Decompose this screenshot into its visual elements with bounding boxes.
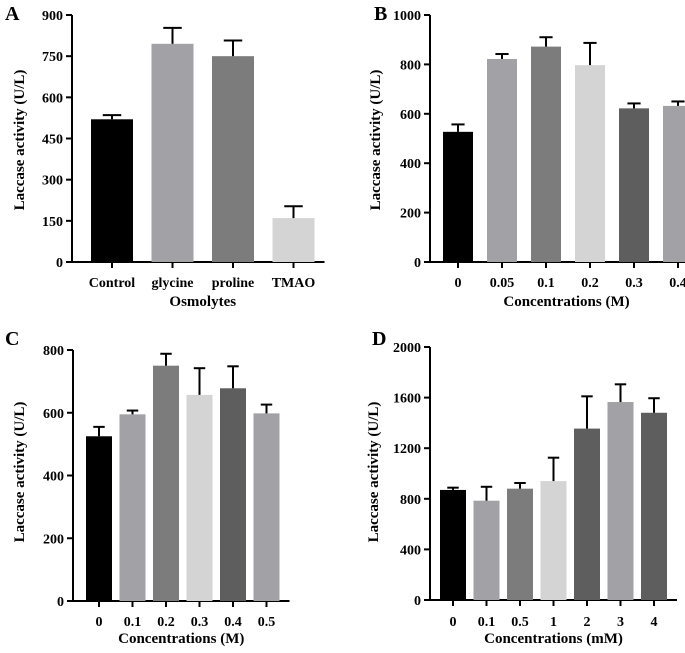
bar-0.1: [473, 500, 500, 600]
y-tick-label: 900: [42, 9, 63, 24]
panel-c: C 0 200 400 600 800 Laccase activity (U/L) 0 0.1…: [5, 328, 290, 647]
x-axis-label: Concentrations (M): [503, 294, 629, 310]
bar-0: [86, 436, 112, 601]
bar-3: [607, 402, 634, 600]
y-axis-label: Laccase activity (U/L): [368, 70, 384, 211]
panel-label: C: [5, 328, 19, 350]
panel-label: B: [374, 3, 387, 25]
bar-0.1: [119, 414, 146, 601]
x-tick-label: 0: [450, 615, 457, 630]
y-tick-label: 0: [414, 594, 421, 609]
y-tick-label: 0: [57, 595, 64, 610]
y-tick-label: 0: [56, 256, 63, 271]
bar-4: [641, 412, 667, 600]
y-tick-label: 2000: [393, 341, 421, 356]
y-tick-label: 1000: [393, 9, 421, 24]
x-tick-label: 1: [550, 615, 557, 630]
x-axis-label: Osmolytes: [169, 294, 236, 310]
panel-b: B 0 200 400 600 800 1000 Laccase activity (U/L)…: [368, 3, 685, 310]
y-tick-label: 1200: [393, 442, 421, 457]
y-tick-label: 800: [400, 58, 421, 73]
panel-label: D: [372, 328, 386, 350]
y-tick-label: 400: [43, 470, 64, 485]
panel-d: D 0 400 800 1200 1600 2000 Laccase activity (U/…: [366, 328, 677, 647]
bar-0.2: [153, 365, 179, 601]
bar-TMAO: [272, 218, 315, 262]
bar-0.5: [253, 413, 280, 601]
y-tick-label: 800: [43, 344, 64, 359]
bar-0.4: [663, 105, 685, 262]
panel-label: A: [5, 3, 20, 25]
x-tick-label: 0.4: [224, 615, 242, 630]
bar-0.4: [220, 388, 246, 601]
y-tick-label: 300: [42, 174, 63, 189]
bar-0.5: [507, 488, 533, 600]
x-tick-label: 0.05: [490, 276, 515, 291]
y-tick-label: 1600: [393, 392, 421, 407]
x-tick-label: 0.5: [258, 615, 276, 630]
x-tick-label: glycine: [152, 276, 194, 291]
bar-0.1: [531, 46, 561, 263]
y-axis-label: Laccase activity (U/L): [12, 402, 28, 543]
y-tick-label: 200: [400, 207, 421, 222]
x-tick-label: 0.5: [511, 615, 529, 630]
y-tick-label: 600: [43, 407, 64, 422]
y-tick-label: 600: [42, 91, 63, 106]
y-tick-label: 200: [43, 532, 64, 547]
bar-glycine: [151, 43, 194, 262]
bar-0.3: [186, 394, 213, 601]
bar-0: [443, 131, 473, 262]
panel-a: A 0 150 300 450 600 750 900 Laccase activity (U/…: [5, 3, 325, 310]
y-tick-label: 800: [400, 493, 421, 508]
x-axis-label: Concentrations (M): [118, 631, 244, 647]
x-tick-label: 0.1: [537, 276, 555, 291]
bar-Control: [91, 119, 133, 263]
x-tick-label: 0: [455, 276, 462, 291]
y-tick-label: 450: [42, 133, 63, 148]
x-tick-label: 0.4: [669, 276, 685, 291]
x-tick-label: proline: [212, 276, 255, 291]
bar-0.05: [487, 58, 517, 262]
x-tick-label: 0.3: [625, 276, 643, 291]
y-tick-label: 400: [400, 157, 421, 172]
x-tick-label: 0.2: [581, 276, 599, 291]
x-tick-label: 0.1: [124, 615, 142, 630]
bar-2: [574, 428, 600, 600]
y-tick-label: 400: [400, 543, 421, 558]
bar-proline: [212, 56, 254, 262]
bar-0: [440, 489, 466, 600]
x-tick-label: 0.2: [157, 615, 175, 630]
x-tick-label: 0.1: [478, 615, 496, 630]
bar-1: [540, 481, 567, 600]
y-axis-label: Laccase activity (U/L): [12, 70, 28, 211]
y-axis-label: Laccase activity (U/L): [366, 402, 382, 543]
x-tick-label: 4: [651, 615, 658, 630]
x-tick-label: Control: [89, 276, 136, 291]
x-tick-label: TMAO: [272, 276, 316, 291]
x-tick-label: 3: [617, 615, 624, 630]
y-tick-label: 150: [42, 215, 63, 230]
x-tick-label: 0.3: [191, 615, 209, 630]
y-tick-label: 600: [400, 108, 421, 123]
y-tick-label: 750: [42, 50, 63, 65]
x-tick-label: 0: [96, 615, 103, 630]
y-tick-label: 0: [414, 256, 421, 271]
x-axis-label: Concentrations (mM): [484, 631, 623, 647]
bar-0.3: [619, 108, 649, 262]
x-tick-label: 2: [584, 615, 591, 630]
bar-0.2: [575, 65, 605, 263]
